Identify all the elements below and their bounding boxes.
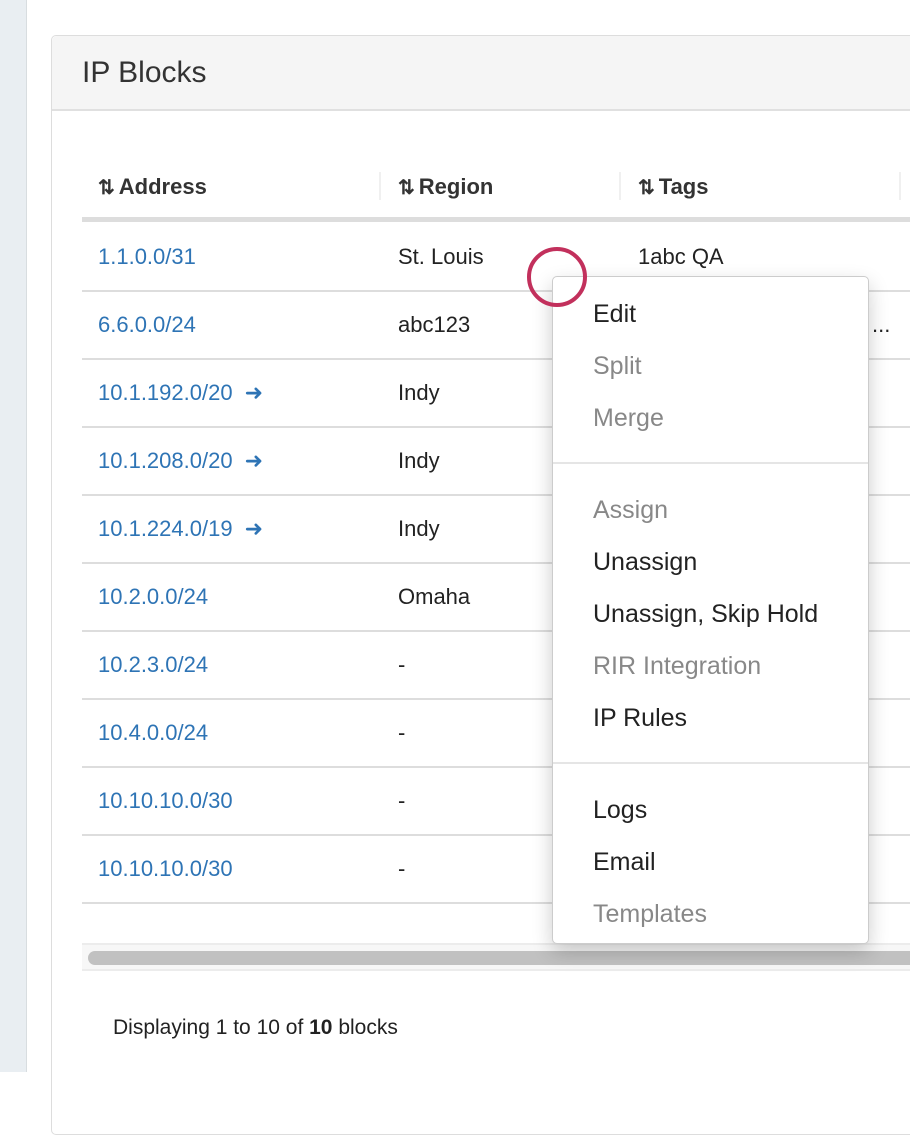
address-link[interactable]: 10.1.208.0/20 ➜	[98, 428, 263, 494]
region-cell: St. Louis	[398, 244, 484, 269]
address-link[interactable]: 1.1.0.0/31	[98, 244, 196, 269]
address-link[interactable]: 10.2.0.0/24	[98, 584, 209, 609]
address-link[interactable]: 10.1.192.0/20 ➜	[98, 360, 263, 426]
table-row: 10.4.0.0/24 -	[82, 700, 910, 768]
column-header-tags[interactable]: ⇅ Tags	[622, 172, 708, 202]
column-label: Address	[118, 174, 207, 199]
sort-icon: ⇅	[98, 177, 115, 199]
address-link[interactable]: 10.10.10.0/30	[98, 788, 233, 813]
panel-header: IP Blocks	[52, 36, 910, 111]
region-cell: abc123	[398, 312, 471, 337]
region-cell: Indy	[398, 380, 440, 405]
arrow-right-icon[interactable]: ➜	[244, 448, 264, 473]
horizontal-scrollbar[interactable]	[82, 943, 910, 971]
summary-count: 10	[309, 1016, 333, 1039]
arrow-right-icon[interactable]: ➜	[244, 380, 264, 405]
table-row: 10.10.10.0/30 -	[82, 768, 910, 836]
menu-item-email[interactable]: Email	[593, 848, 656, 876]
menu-item-unassign[interactable]: Unassign	[593, 548, 698, 576]
summary-suffix: blocks	[332, 1016, 398, 1039]
region-cell: -	[398, 652, 406, 677]
column-divider	[899, 172, 901, 200]
table-header: ⇅ Address ⇅ Region ⇅ Tags	[82, 160, 910, 222]
table-row: 10.1.224.0/19 ➜ Indy	[82, 496, 910, 564]
column-label: Tags	[658, 174, 709, 199]
menu-item-assign: Assign	[593, 496, 669, 524]
region-cell: Omaha	[398, 584, 471, 609]
click-indicator	[527, 247, 587, 307]
menu-item-merge: Merge	[593, 404, 664, 432]
table-row: 10.10.10.0/30 -	[82, 836, 910, 904]
address-link[interactable]: 10.2.3.0/24	[98, 652, 209, 677]
table-row: 6.6.0.0/24 abc123 ...	[82, 292, 910, 360]
column-divider	[379, 172, 381, 200]
region-cell: -	[398, 720, 406, 745]
table-row: 1.1.0.0/31 St. Louis 1abc QA	[82, 224, 910, 292]
region-cell: Indy	[398, 516, 440, 541]
column-header-address[interactable]: ⇅ Address	[82, 172, 207, 202]
address-link[interactable]: 10.1.224.0/19 ➜	[98, 496, 263, 562]
menu-item-rir-integration: RIR Integration	[593, 652, 762, 680]
tags-cell: ...	[872, 312, 891, 337]
menu-divider	[553, 462, 868, 464]
address-link[interactable]: 6.6.0.0/24	[98, 312, 196, 337]
arrow-right-icon[interactable]: ➜	[244, 516, 264, 541]
column-header-region[interactable]: ⇅ Region	[382, 172, 493, 202]
region-cell: -	[398, 856, 406, 881]
summary-prefix: Displaying 1 to 10 of	[113, 1016, 310, 1039]
table-row: 10.2.3.0/24 -	[82, 632, 910, 700]
context-menu: Edit Split Merge Assign Unassign Unassign, Sk…	[552, 276, 869, 944]
scrollbar-thumb[interactable]	[88, 951, 910, 965]
pagination-summary: Displaying 1 to 10 of 10 blocks	[113, 1016, 398, 1040]
region-cell: Indy	[398, 448, 440, 473]
sort-icon: ⇅	[398, 177, 415, 199]
menu-divider	[553, 762, 868, 764]
menu-item-logs[interactable]: Logs	[593, 796, 648, 824]
menu-item-unassign-skip-hold[interactable]: Unassign, Skip Hold	[593, 600, 819, 628]
table-row: 10.1.192.0/20 ➜ Indy	[82, 360, 910, 428]
address-link[interactable]: 10.10.10.0/30	[98, 856, 233, 881]
menu-item-edit[interactable]: Edit	[593, 300, 637, 328]
menu-item-split: Split	[593, 352, 642, 380]
tags-cell: 1abc QA	[638, 244, 724, 269]
menu-item-templates: Templates	[593, 900, 707, 928]
sidebar	[0, 0, 27, 1072]
table-row: 10.1.208.0/20 ➜ Indy	[82, 428, 910, 496]
column-divider	[619, 172, 621, 200]
table-row: 10.2.0.0/24 Omaha	[82, 564, 910, 632]
panel-title: IP Blocks	[82, 55, 207, 89]
region-cell: -	[398, 788, 406, 813]
menu-item-ip-rules[interactable]: IP Rules	[593, 704, 688, 732]
address-link[interactable]: 10.4.0.0/24	[98, 720, 209, 745]
column-label: Region	[418, 174, 494, 199]
sort-icon: ⇅	[638, 177, 655, 199]
